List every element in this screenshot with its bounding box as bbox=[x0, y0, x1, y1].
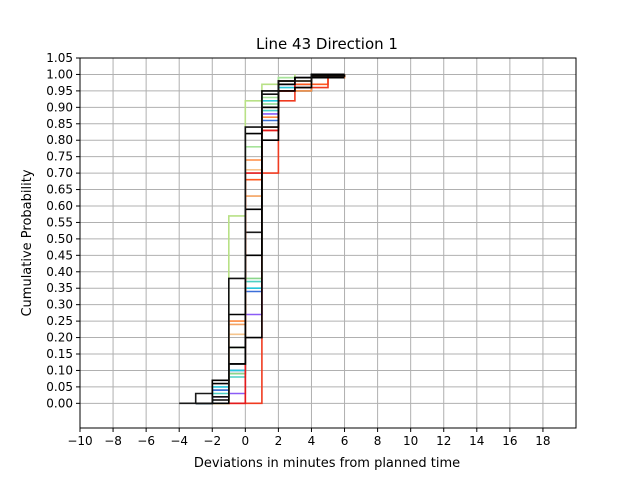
plot-area-frame bbox=[79, 57, 577, 429]
y-tick-label: 0.75 bbox=[46, 150, 73, 164]
x-tick-label: −4 bbox=[170, 434, 188, 448]
y-tick-label: 0.90 bbox=[46, 100, 73, 114]
y-tick-label: 0.20 bbox=[46, 331, 73, 345]
y-tick-label: 0.00 bbox=[46, 396, 73, 410]
x-tick-label: 16 bbox=[502, 434, 517, 448]
y-tick-label: 0.40 bbox=[46, 265, 73, 279]
y-tick-label: 0.85 bbox=[46, 117, 73, 131]
y-tick-label: 0.60 bbox=[46, 199, 73, 213]
x-tick-label: 8 bbox=[374, 434, 382, 448]
x-tick-label: −6 bbox=[137, 434, 155, 448]
x-tick-label: 10 bbox=[403, 434, 418, 448]
y-tick-label: 0.45 bbox=[46, 248, 73, 262]
series-line-17 bbox=[195, 76, 345, 405]
y-tick-label: 0.80 bbox=[46, 133, 73, 147]
y-tick-label: 1.00 bbox=[46, 67, 73, 81]
y-tick-label: 0.35 bbox=[46, 281, 73, 295]
series-line-18 bbox=[212, 73, 345, 405]
x-tick-label: 14 bbox=[469, 434, 484, 448]
x-tick-label: −8 bbox=[104, 434, 122, 448]
x-tick-label: 0 bbox=[242, 434, 250, 448]
y-tick-label: 0.10 bbox=[46, 363, 73, 377]
y-tick-label: 0.70 bbox=[46, 166, 73, 180]
y-tick-label: 0.15 bbox=[46, 347, 73, 361]
y-tick-label: 0.25 bbox=[46, 314, 73, 328]
y-tick-label: 0.65 bbox=[46, 183, 73, 197]
data-series bbox=[179, 73, 346, 405]
x-tick-label: 2 bbox=[275, 434, 283, 448]
x-tick-label: −10 bbox=[67, 434, 92, 448]
x-tick-label: 12 bbox=[436, 434, 451, 448]
x-axis-label: Deviations in minutes from planned time bbox=[194, 456, 460, 471]
x-tick-label: 4 bbox=[308, 434, 316, 448]
y-axis-label: Cumulative Probability bbox=[20, 169, 35, 316]
y-tick-label: 0.50 bbox=[46, 232, 73, 246]
y-tick-label: 0.05 bbox=[46, 380, 73, 394]
x-tick-label: 6 bbox=[341, 434, 349, 448]
y-tick-label: 0.55 bbox=[46, 215, 73, 229]
y-tick-label: 0.30 bbox=[46, 298, 73, 312]
series-line-19 bbox=[195, 74, 313, 405]
chart-title: Line 43 Direction 1 bbox=[256, 35, 398, 53]
x-tick-label: −2 bbox=[203, 434, 221, 448]
x-tick-label: 18 bbox=[535, 434, 550, 448]
x-axis-ticks: −10 −8 −6 −4 −2 0 2 4 6 8 10 12 14 16 18 bbox=[67, 428, 551, 448]
y-axis-ticks: 0.00 0.05 0.10 0.15 0.20 0.25 0.30 0.35 0.40 0.45… bbox=[46, 51, 80, 410]
y-tick-label: 0.95 bbox=[46, 84, 73, 98]
y-tick-label: 1.05 bbox=[46, 51, 73, 65]
